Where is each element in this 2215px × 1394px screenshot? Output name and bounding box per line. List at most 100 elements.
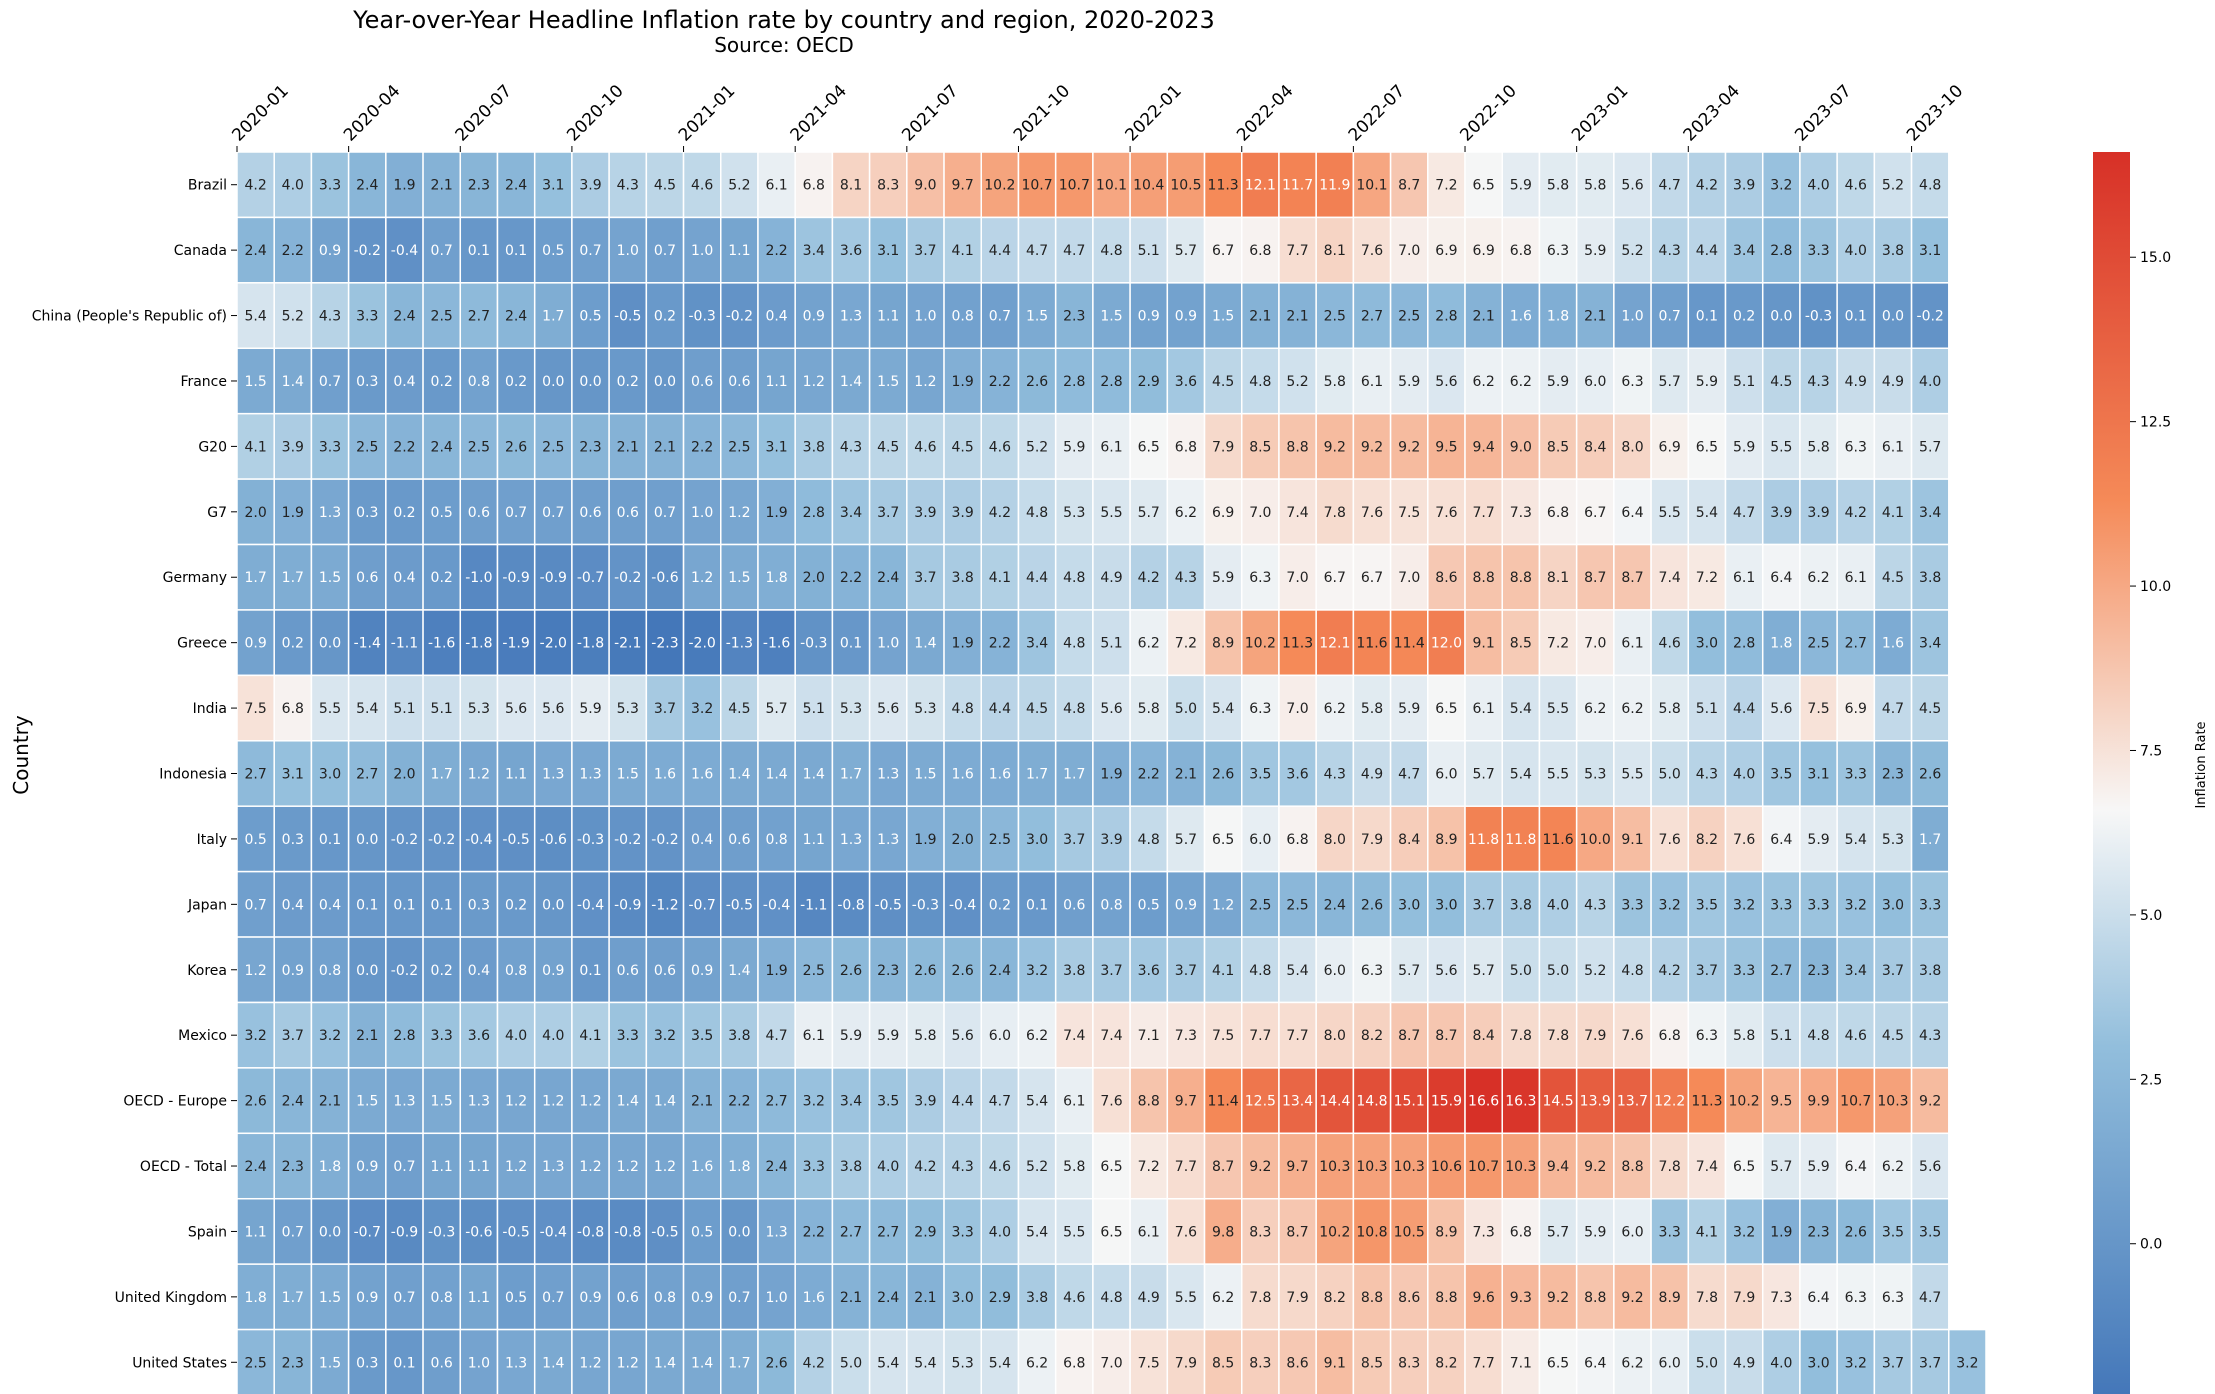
cell-value-label: 2.1 — [691, 1094, 713, 1110]
heatmap-cell — [496, 151, 536, 219]
cell-value-label: 4.4 — [989, 701, 1011, 717]
cell-value-label: 9.1 — [1472, 636, 1494, 652]
cell-value-label: 4.8 — [1249, 963, 1271, 979]
cell-value-label: -0.4 — [465, 832, 492, 848]
cell-value-label: 1.2 — [691, 570, 713, 586]
cell-value-label: 7.7 — [1472, 505, 1494, 521]
cell-value-label: 0.2 — [654, 309, 676, 325]
cell-value-label: 8.0 — [1324, 1028, 1346, 1044]
heatmap-cell — [1017, 478, 1057, 546]
heatmap-cell — [1278, 1132, 1317, 1200]
heatmap-cell — [757, 347, 796, 415]
heatmap-cell — [1427, 805, 1466, 873]
cell-value-label: 4.7 — [1882, 701, 1904, 717]
cell-value-label: 2.7 — [840, 1224, 862, 1240]
cell-value-label: 8.1 — [1547, 570, 1569, 586]
cell-value-label: 5.9 — [1696, 374, 1718, 390]
heatmap-cell — [1836, 1263, 1876, 1331]
cell-value-label: 5.9 — [877, 1028, 899, 1044]
cell-value-label: 5.8 — [914, 1028, 936, 1044]
cell-value-label: 5.4 — [1212, 701, 1234, 717]
cell-value-label: 5.6 — [1435, 374, 1457, 390]
cell-value-label: 4.2 — [1138, 570, 1160, 586]
cell-value-label: 1.5 — [319, 1290, 341, 1306]
heatmap-cell — [1799, 805, 1838, 873]
y-tick-label: Germany — [163, 570, 227, 586]
cell-value-label: 3.7 — [1882, 963, 1904, 979]
heatmap-cell — [571, 347, 610, 415]
cell-value-label: 1.5 — [728, 570, 750, 586]
cell-value-label: 9.6 — [1472, 1290, 1494, 1306]
heatmap-cell — [1613, 805, 1652, 873]
cell-value-label: 4.8 — [1063, 570, 1085, 586]
cell-value-label: 16.6 — [1468, 1094, 1499, 1110]
cell-value-label: 1.5 — [244, 374, 266, 390]
cell-value-label: 1.8 — [1770, 636, 1792, 652]
cell-value-label: 2.5 — [542, 439, 564, 455]
cell-value-label: 3.9 — [914, 1094, 936, 1110]
cell-value-label: 3.4 — [840, 505, 862, 521]
cell-value-label: 1.2 — [505, 1159, 527, 1175]
cell-value-label: 3.3 — [319, 178, 341, 194]
cell-value-label: 2.3 — [877, 963, 899, 979]
cell-value-label: 3.7 — [1696, 963, 1718, 979]
heatmap-cell — [1836, 1328, 1876, 1394]
heatmap-cell — [1575, 347, 1615, 415]
cell-value-label: 4.0 — [282, 178, 304, 194]
cell-value-label: 3.2 — [1770, 178, 1792, 194]
cell-value-label: -1.6 — [428, 636, 455, 652]
x-tick-label: 2023-04 — [1680, 81, 1744, 145]
cell-value-label: -0.3 — [577, 832, 604, 848]
x-tick-label: 2021-10 — [1010, 81, 1074, 145]
cell-value-label: 1.0 — [617, 243, 639, 259]
cell-value-label: 4.3 — [1175, 570, 1197, 586]
heatmap-cell — [645, 1328, 685, 1394]
cell-value-label: 6.4 — [1770, 570, 1792, 586]
heatmap-cell — [1054, 347, 1094, 415]
heatmap-cell — [868, 1001, 908, 1069]
cell-value-label: 5.2 — [1026, 1159, 1048, 1175]
heatmap-cell — [571, 1328, 610, 1394]
heatmap-cell — [868, 805, 908, 873]
cell-value-label: 5.4 — [914, 1355, 936, 1371]
heatmap-cell — [1910, 870, 1950, 938]
cell-value-label: 8.6 — [1286, 1355, 1308, 1371]
cell-value-label: 2.1 — [319, 1094, 341, 1110]
heatmap-cell — [831, 1328, 871, 1394]
cell-value-label: 0.7 — [654, 505, 676, 521]
heatmap-cell — [831, 151, 871, 219]
heatmap-cell — [459, 216, 499, 284]
cell-value-label: -0.2 — [726, 309, 753, 325]
cell-value-label: 10.7 — [1468, 1159, 1499, 1175]
cell-value-label: 7.4 — [1100, 1028, 1122, 1044]
y-tick-label: Italy — [197, 832, 227, 848]
cell-value-label: 1.7 — [1919, 832, 1941, 848]
cell-value-label: 0.1 — [1026, 897, 1048, 913]
cell-value-label: 2.8 — [1770, 243, 1792, 259]
cell-value-label: 10.7 — [1840, 1094, 1871, 1110]
heatmap-cell — [1836, 1001, 1876, 1069]
cell-value-label: 3.7 — [914, 570, 936, 586]
cell-value-label: 0.9 — [691, 963, 713, 979]
heatmap-cell — [422, 151, 462, 219]
cell-value-label: -1.4 — [354, 636, 381, 652]
cell-value-label: 6.8 — [1547, 505, 1569, 521]
cell-value-label: 1.3 — [765, 1224, 787, 1240]
heatmap-cell — [1538, 282, 1578, 350]
cell-value-label: 1.9 — [282, 505, 304, 521]
heatmap-cell — [1613, 347, 1652, 415]
heatmap-cell — [1687, 1263, 1727, 1331]
cell-value-label: 5.8 — [1584, 178, 1606, 194]
heatmap-cell — [1650, 478, 1690, 546]
heatmap-cell — [645, 151, 685, 219]
chart-subtitle: Source: OECD — [714, 33, 854, 57]
cell-value-label: 3.3 — [803, 1159, 825, 1175]
heatmap-cell — [347, 1132, 387, 1200]
heatmap-cell — [608, 1263, 648, 1331]
y-tick-label: OECD - Total — [140, 1159, 227, 1175]
cell-value-label: 0.3 — [356, 1355, 378, 1371]
cell-value-label: 5.0 — [1175, 701, 1197, 717]
cell-value-label: 2.6 — [1845, 1224, 1867, 1240]
heatmap-cell — [1724, 282, 1764, 350]
heatmap-cell — [1724, 936, 1764, 1004]
